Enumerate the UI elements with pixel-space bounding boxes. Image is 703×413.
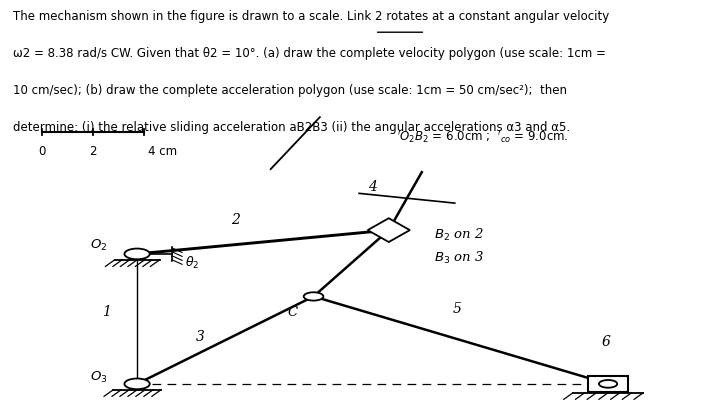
Polygon shape — [368, 218, 410, 242]
Text: $O_3$: $O_3$ — [90, 370, 107, 385]
Text: $\theta_2$: $\theta_2$ — [185, 255, 199, 271]
Text: C: C — [288, 306, 297, 319]
Circle shape — [124, 249, 150, 259]
Text: 2: 2 — [231, 213, 240, 227]
Text: 4 cm: 4 cm — [148, 145, 176, 158]
Text: 1: 1 — [103, 305, 111, 319]
Text: 0: 0 — [39, 145, 46, 158]
Text: determine: (i) the relative sliding acceleration aB2B3 (ii) the angular accelera: determine: (i) the relative sliding acce… — [13, 121, 569, 134]
Text: $o_D$: $o_D$ — [603, 377, 617, 389]
Circle shape — [124, 378, 150, 389]
Text: 10 cm/sec); (b) draw the complete acceleration polygon (use scale: 1cm = 50 cm/s: 10 cm/sec); (b) draw the complete accele… — [13, 84, 567, 97]
Text: 4: 4 — [368, 180, 377, 194]
Text: 5: 5 — [453, 302, 461, 316]
Text: 2: 2 — [89, 145, 97, 158]
Text: 6: 6 — [602, 335, 610, 349]
Text: The mechanism shown in the figure is drawn to a scale. Link 2 rotates at a const: The mechanism shown in the figure is dra… — [13, 10, 609, 23]
Text: $O_2$: $O_2$ — [90, 238, 107, 253]
Circle shape — [599, 380, 617, 388]
Text: 3: 3 — [196, 330, 205, 344]
Text: $B_2$ on 2
$B_3$ on 3: $B_2$ on 2 $B_3$ on 3 — [434, 227, 484, 266]
Bar — [588, 376, 628, 392]
Circle shape — [304, 292, 323, 301]
Text: $\mathit{'{O_2B_2}}$ = 6.0cm ;  $\mathit{'{_{co}}}$ = 9.0cm.: $\mathit{'{O_2B_2}}$ = 6.0cm ; $\mathit{… — [397, 128, 569, 145]
Text: ω2 = 8.38 rad/s CW. Given that θ2 = 10°. (a) draw the complete velocity polygon : ω2 = 8.38 rad/s CW. Given that θ2 = 10°.… — [13, 47, 605, 60]
